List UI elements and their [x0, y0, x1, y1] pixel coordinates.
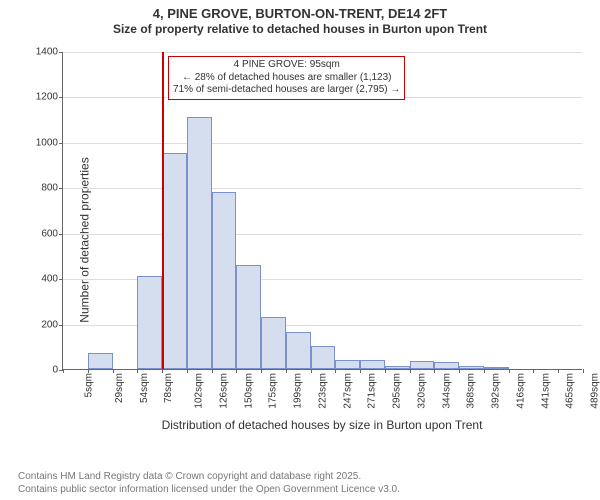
x-tick-label: 271sqm [367, 373, 378, 409]
y-tick-label: 1200 [36, 92, 58, 103]
x-tick-label: 78sqm [163, 373, 174, 403]
x-tick-label: 29sqm [114, 373, 125, 403]
y-tick-mark [59, 97, 63, 98]
chart-title-block: 4, PINE GROVE, BURTON-ON-TRENT, DE14 2FT… [0, 0, 600, 37]
x-tick-mark [459, 369, 460, 373]
y-tick-label: 1000 [36, 137, 58, 148]
footer-attribution: Contains HM Land Registry data © Crown c… [18, 470, 400, 496]
x-tick-mark [484, 369, 485, 373]
x-tick-mark [558, 369, 559, 373]
x-tick-label: 247sqm [342, 373, 353, 409]
histogram-bar [162, 153, 187, 369]
histogram-bar [286, 332, 311, 369]
annotation-line: 4 PINE GROVE: 95sqm [173, 59, 400, 72]
x-tick-label: 320sqm [416, 373, 427, 409]
histogram-bar [212, 192, 237, 369]
x-tick-label: 102sqm [194, 373, 205, 409]
x-tick-mark [385, 369, 386, 373]
x-tick-label: 175sqm [268, 373, 279, 409]
y-tick-label: 1400 [36, 47, 58, 58]
gridline [63, 188, 582, 189]
chart-title-line1: 4, PINE GROVE, BURTON-ON-TRENT, DE14 2FT [0, 6, 600, 22]
y-tick-label: 600 [41, 228, 58, 239]
histogram-bar [484, 367, 509, 369]
x-tick-label: 126sqm [218, 373, 229, 409]
histogram-bar [335, 360, 360, 369]
annotation-line: 71% of semi-detached houses are larger (… [173, 84, 400, 97]
x-tick-label: 489sqm [590, 373, 600, 409]
x-tick-label: 54sqm [139, 373, 150, 403]
footer-line1: Contains HM Land Registry data © Crown c… [18, 470, 400, 483]
histogram-bar [385, 366, 410, 369]
chart-title-line2: Size of property relative to detached ho… [0, 22, 600, 37]
x-axis-label: Distribution of detached houses by size … [62, 418, 582, 432]
y-tick-mark [59, 143, 63, 144]
x-tick-mark [434, 369, 435, 373]
annotation-line: ← 28% of detached houses are smaller (1,… [173, 72, 400, 85]
x-tick-mark [311, 369, 312, 373]
x-tick-mark [583, 369, 584, 373]
y-tick-mark [59, 52, 63, 53]
gridline [63, 143, 582, 144]
x-tick-label: 465sqm [565, 373, 576, 409]
x-tick-mark [63, 369, 64, 373]
footer-line2: Contains public sector information licen… [18, 483, 400, 496]
x-tick-label: 5sqm [83, 373, 94, 397]
histogram-bar [88, 353, 113, 369]
y-tick-mark [59, 188, 63, 189]
chart-container: Number of detached properties 0200400600… [0, 46, 600, 434]
x-tick-label: 344sqm [441, 373, 452, 409]
x-tick-mark [113, 369, 114, 373]
histogram-bar [360, 360, 385, 369]
gridline [63, 52, 582, 53]
y-tick-label: 800 [41, 183, 58, 194]
x-tick-mark [162, 369, 163, 373]
x-tick-label: 416sqm [516, 373, 527, 409]
x-tick-mark [236, 369, 237, 373]
histogram-bar [410, 361, 435, 369]
x-tick-mark [261, 369, 262, 373]
x-tick-mark [360, 369, 361, 373]
x-tick-mark [212, 369, 213, 373]
histogram-bar [261, 317, 286, 369]
x-tick-mark [509, 369, 510, 373]
x-tick-mark [410, 369, 411, 373]
reference-line [162, 52, 164, 369]
x-tick-mark [335, 369, 336, 373]
plot-area: 02004006008001000120014005sqm29sqm54sqm7… [62, 52, 582, 370]
x-tick-label: 223sqm [317, 373, 328, 409]
y-tick-label: 0 [52, 365, 58, 376]
histogram-bar [434, 362, 459, 369]
y-tick-label: 200 [41, 319, 58, 330]
x-tick-mark [187, 369, 188, 373]
y-tick-mark [59, 325, 63, 326]
x-tick-label: 368sqm [466, 373, 477, 409]
gridline [63, 234, 582, 235]
histogram-bar [236, 265, 261, 369]
x-tick-mark [286, 369, 287, 373]
x-tick-mark [88, 369, 89, 373]
y-tick-mark [59, 279, 63, 280]
histogram-bar [459, 366, 484, 369]
y-tick-label: 400 [41, 274, 58, 285]
histogram-bar [137, 276, 162, 369]
x-tick-label: 295sqm [392, 373, 403, 409]
x-tick-label: 150sqm [243, 373, 254, 409]
x-tick-mark [137, 369, 138, 373]
x-tick-mark [533, 369, 534, 373]
x-tick-label: 441sqm [540, 373, 551, 409]
reference-annotation: 4 PINE GROVE: 95sqm← 28% of detached hou… [168, 56, 405, 100]
histogram-bar [187, 117, 212, 369]
x-tick-label: 392sqm [491, 373, 502, 409]
histogram-bar [311, 346, 336, 369]
y-tick-mark [59, 234, 63, 235]
x-tick-label: 199sqm [293, 373, 304, 409]
